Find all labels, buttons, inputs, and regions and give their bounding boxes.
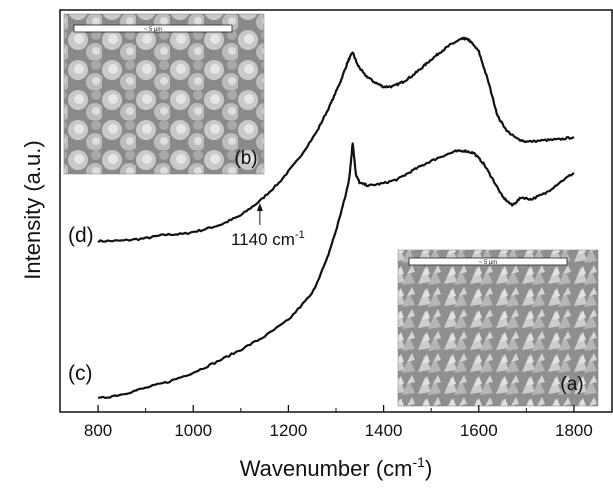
inset-b-image bbox=[63, 13, 265, 175]
inset-b-scale-text: ~ 5 μm bbox=[144, 27, 163, 33]
x-axis-title: Wavenumber (cm-1) bbox=[240, 454, 433, 481]
series-label-d: (d) bbox=[68, 224, 94, 247]
inset-b-scalebar bbox=[73, 24, 233, 33]
x-tick-label: 1200 bbox=[269, 421, 307, 440]
inset-a-label: (a) bbox=[560, 374, 583, 395]
x-tick-label: 800 bbox=[84, 421, 112, 440]
annotation-arrow-head bbox=[256, 202, 263, 211]
annotation-text: 1140 cm-1 bbox=[231, 229, 305, 249]
series-label-c: (c) bbox=[68, 362, 93, 385]
x-axis: 800 1000 1200 1400 1600 1800 bbox=[84, 405, 593, 440]
series-line-d bbox=[97, 36, 575, 244]
inset-a-image bbox=[397, 249, 599, 407]
x-tick-label: 1000 bbox=[174, 421, 212, 440]
inset-a: ~ 5 μm (a) bbox=[397, 249, 599, 407]
x-tick-label: 1400 bbox=[365, 421, 403, 440]
y-axis-title: Intensity (a.u.) bbox=[20, 140, 45, 279]
annotation-1140: 1140 cm-1 bbox=[231, 202, 305, 249]
inset-a-scale-text: ~ 5 μm bbox=[479, 260, 498, 266]
x-tick-label: 1600 bbox=[460, 421, 498, 440]
series-line-c bbox=[97, 142, 575, 399]
inset-a-scalebar bbox=[408, 257, 568, 266]
x-tick-label: 1800 bbox=[555, 421, 593, 440]
inset-b: ~ 5 μm (b) bbox=[63, 13, 265, 175]
inset-b-label: (b) bbox=[234, 148, 257, 169]
